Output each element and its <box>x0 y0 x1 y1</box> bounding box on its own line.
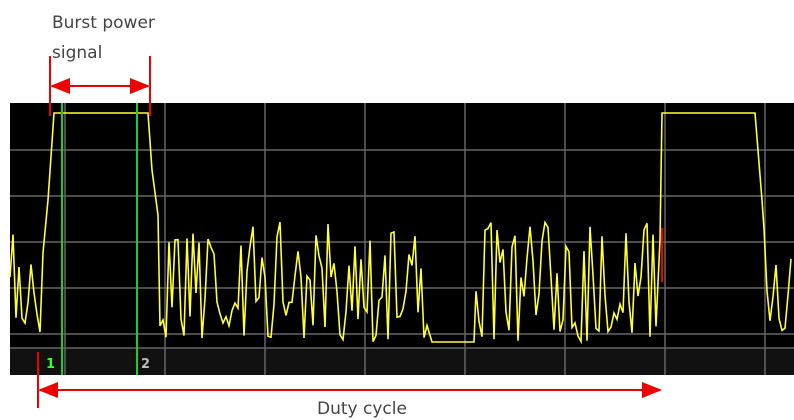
annotation: Duty cycle <box>317 399 407 419</box>
annotation: signal <box>52 43 102 63</box>
diagram: 1 2 Burst power signal Duty cycle <box>0 0 794 420</box>
marker-label: 2 <box>141 357 150 372</box>
scope-footer <box>10 348 794 375</box>
marker-label: 1 <box>46 357 55 372</box>
annotation: Burst power <box>52 13 155 33</box>
